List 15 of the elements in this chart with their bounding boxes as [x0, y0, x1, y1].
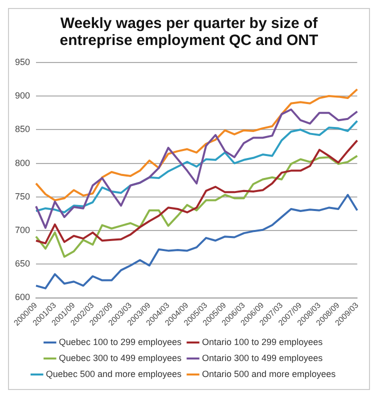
- chart-title: Weekly wages per quarter by size of entreprise employment QC and ONT: [58, 14, 320, 51]
- y-tick-label: 800: [14, 158, 30, 168]
- y-tick-label: 750: [14, 191, 30, 202]
- y-tick-label: 650: [14, 258, 30, 269]
- legend-label: Quebec 500 and more employees: [46, 368, 182, 379]
- y-tick-label: 950: [14, 56, 30, 67]
- legend-label: Quebec 100 to 299 employees: [58, 336, 182, 347]
- y-tick-label: 900: [14, 90, 30, 101]
- y-tick-label: 700: [14, 225, 30, 235]
- legend-label: Ontario 500 and more employees: [202, 368, 336, 379]
- legend-label: Ontario 300 to 499 employees: [202, 352, 324, 363]
- y-tick-label: 850: [14, 124, 30, 134]
- y-tick-label: 600: [14, 292, 30, 302]
- legend-label: Quebec 300 to 499 employees: [58, 352, 182, 363]
- legend-label: Ontario 100 to 299 employees: [202, 336, 324, 347]
